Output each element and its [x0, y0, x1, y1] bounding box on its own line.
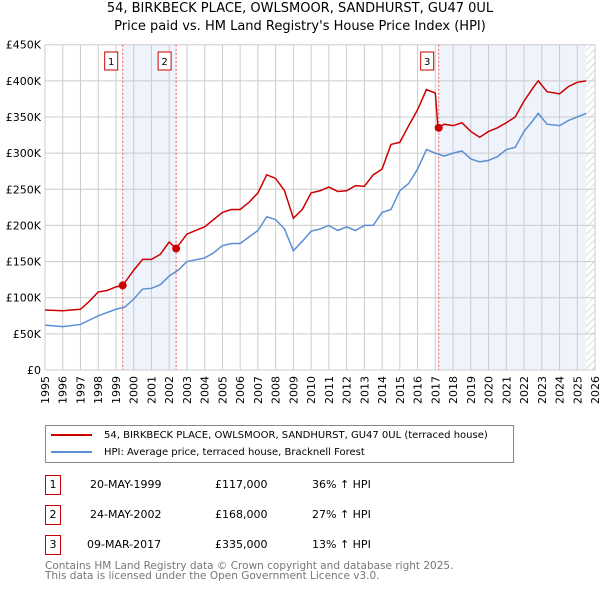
x-tick-label: 2015 — [394, 376, 407, 404]
legend-label: HPI: Average price, terraced house, Brac… — [104, 446, 365, 458]
x-tick-label: 2007 — [252, 376, 265, 404]
sale-marker-badge: 2 — [45, 505, 61, 525]
x-tick-label: 2011 — [323, 376, 336, 404]
sale-hpi-diff: 36% ↑ HPI — [312, 478, 371, 491]
x-tick-label: 2012 — [341, 376, 354, 404]
x-tick-label: 2002 — [163, 376, 176, 404]
y-tick-label: £350K — [6, 111, 42, 124]
legend-item-property: 54, BIRKBECK PLACE, OWLSMOOR, SANDHURST,… — [51, 427, 488, 443]
x-tick-label: 2006 — [234, 376, 247, 404]
price-chart: 1995 1996 1997 1998 1999 2000 2001 2002 2003 2004… — [6, 39, 600, 404]
y-tick-label: £200K — [6, 219, 42, 232]
x-tick-label: 2013 — [358, 376, 371, 404]
sale-marker-number: 3 — [424, 57, 430, 68]
y-tick-label: £300K — [6, 147, 42, 160]
sale-point — [434, 123, 443, 132]
property-price-line — [44, 79, 587, 312]
x-tick-label: 2024 — [554, 376, 567, 404]
x-tick-label: 2009 — [287, 376, 300, 404]
sale-date: 20-MAY-1999 — [90, 478, 162, 491]
legend: 54, BIRKBECK PLACE, OWLSMOOR, SANDHURST,… — [45, 425, 514, 463]
sale-marker-badge: 1 — [45, 475, 61, 495]
sale-hpi-diff: 27% ↑ HPI — [312, 508, 371, 521]
x-tick-label: 1995 — [39, 376, 52, 404]
x-tick-label: 2022 — [518, 376, 531, 404]
sale-marker-number: 1 — [108, 57, 114, 68]
sale-marker-box — [104, 51, 119, 71]
x-tick-label: 1999 — [110, 376, 123, 404]
x-tick-label: 1996 — [57, 376, 70, 404]
hpi-line — [44, 112, 587, 328]
y-tick-label: £250K — [6, 183, 42, 196]
sale-hpi-diff: 13% ↑ HPI — [312, 538, 371, 551]
sale-price: £168,000 — [215, 508, 268, 521]
sale-marker-number: 2 — [161, 57, 167, 68]
sale-marker-box — [420, 51, 435, 71]
y-tick-label: £50K — [13, 328, 42, 341]
y-tick-label: £150K — [6, 256, 42, 269]
legend-item-hpi: HPI: Average price, terraced house, Brac… — [51, 444, 365, 460]
sale-point — [118, 281, 127, 290]
sale-marker-label: 2 — [157, 51, 172, 71]
shaded-period — [122, 44, 177, 370]
chart-title: 54, BIRKBECK PLACE, OWLSMOOR, SANDHURST,… — [106, 1, 494, 16]
x-tick-label: 2026 — [589, 376, 600, 404]
x-tick-label: 2001 — [145, 376, 158, 404]
x-tick-label: 2008 — [270, 376, 283, 404]
legend-line-blue — [51, 451, 92, 453]
x-tick-label: 2004 — [199, 376, 212, 404]
x-tick-label: 2021 — [500, 376, 513, 404]
x-tick-label: 2019 — [465, 376, 478, 404]
sale-date: 09-MAR-2017 — [87, 538, 162, 551]
x-tick-label: 2018 — [447, 376, 460, 404]
sale-marker-label: 1 — [104, 51, 119, 71]
x-tick-label: 2010 — [305, 376, 318, 404]
x-tick-label: 1998 — [92, 376, 105, 404]
shaded-period — [438, 44, 587, 370]
y-tick-label: £450K — [6, 39, 42, 52]
x-tick-label: 2023 — [536, 376, 549, 404]
y-tick-label: £400K — [6, 75, 42, 88]
sale-point — [172, 244, 181, 253]
x-tick-label: 2020 — [483, 376, 496, 404]
sale-price: £335,000 — [215, 538, 268, 551]
chart-subtitle: Price paid vs. HM Land Registry's House … — [114, 19, 486, 34]
footer-copyright: Contains HM Land Registry data © Crown c… — [45, 560, 454, 572]
x-tick-label: 2017 — [429, 376, 442, 404]
sale-marker-box — [157, 51, 172, 71]
x-tick-label: 1997 — [74, 376, 87, 404]
sale-date: 24-MAY-2002 — [90, 508, 162, 521]
future-hatch — [586, 44, 595, 370]
legend-line-red — [51, 434, 92, 436]
sale-marker-label: 3 — [420, 51, 435, 71]
sale-marker-badge: 3 — [45, 535, 61, 555]
y-tick-label: £100K — [6, 292, 42, 305]
x-tick-label: 2016 — [412, 376, 425, 404]
x-tick-label: 2005 — [216, 376, 229, 404]
x-tick-label: 2003 — [181, 376, 194, 404]
x-tick-label: 2025 — [571, 376, 584, 404]
sale-price: £117,000 — [215, 478, 268, 491]
x-tick-label: 2000 — [128, 376, 141, 404]
y-tick-label: £0 — [27, 364, 41, 377]
legend-label: 54, BIRKBECK PLACE, OWLSMOOR, SANDHURST,… — [104, 429, 488, 441]
footer-licence: This data is licensed under the Open Gov… — [45, 570, 380, 582]
x-tick-label: 2014 — [376, 376, 389, 404]
